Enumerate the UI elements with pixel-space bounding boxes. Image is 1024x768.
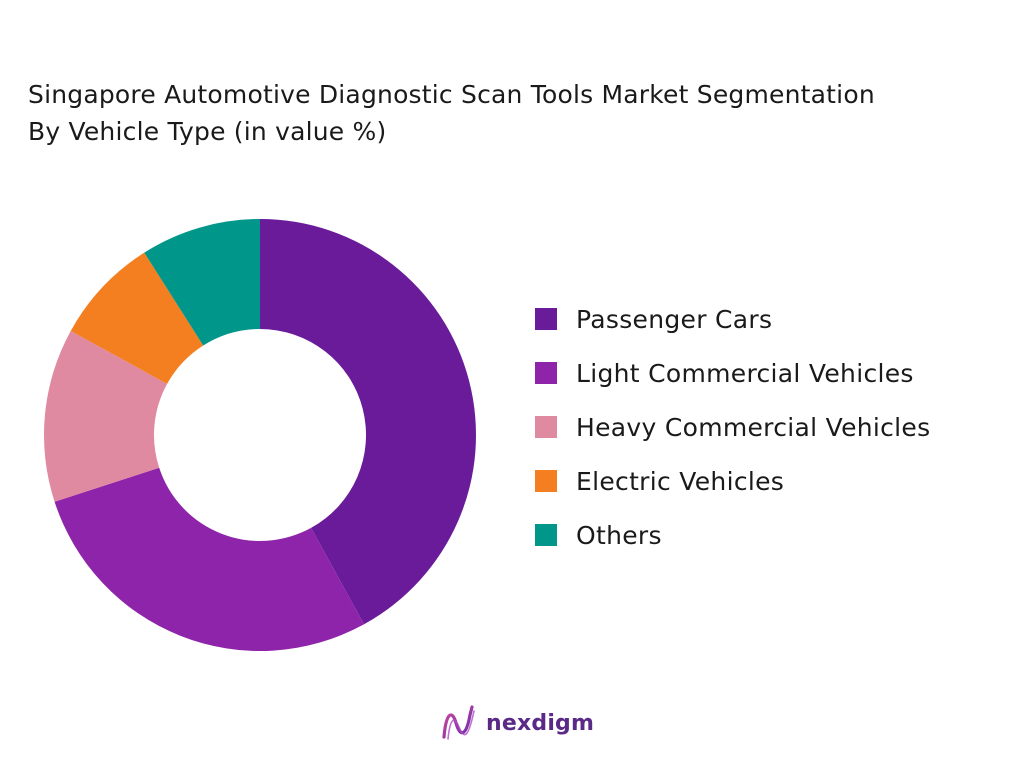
nexdigm-logo-icon xyxy=(442,705,475,740)
legend-item-passenger-cars: Passenger Cars xyxy=(535,292,930,346)
legend-item-others: Others xyxy=(535,508,930,562)
chart-title-line-2: By Vehicle Type (in value %) xyxy=(28,117,387,146)
legend-item-light-commercial-vehicles: Light Commercial Vehicles xyxy=(535,346,930,400)
legend-swatch xyxy=(535,308,557,330)
brand-logo: nexdigm xyxy=(440,703,594,743)
chart-legend: Passenger Cars Light Commercial Vehicles… xyxy=(535,292,930,562)
legend-label: Others xyxy=(576,520,662,550)
legend-item-heavy-commercial-vehicles: Heavy Commercial Vehicles xyxy=(535,400,930,454)
legend-label: Heavy Commercial Vehicles xyxy=(576,412,931,442)
legend-swatch xyxy=(535,470,557,492)
legend-label: Electric Vehicles xyxy=(576,466,785,496)
donut-slice-light-commercial-vehicles xyxy=(54,467,365,651)
brand-name: nexdigm xyxy=(486,710,595,736)
donut-slice-electric-vehicles xyxy=(70,252,204,384)
legend-swatch xyxy=(535,362,557,384)
donut-slice-passenger-cars xyxy=(260,219,477,625)
chart-title-line-1: Singapore Automotive Diagnostic Scan Too… xyxy=(28,80,875,109)
legend-label: Passenger Cars xyxy=(576,304,773,334)
legend-item-electric-vehicles: Electric Vehicles xyxy=(535,454,930,508)
legend-label: Light Commercial Vehicles xyxy=(576,358,914,388)
donut-slice-heavy-commercial-vehicles xyxy=(44,330,168,502)
chart-title: Singapore Automotive Diagnostic Scan Too… xyxy=(28,76,1008,150)
legend-swatch xyxy=(535,416,557,438)
legend-swatch xyxy=(535,524,557,546)
donut-slice-others xyxy=(144,219,260,346)
